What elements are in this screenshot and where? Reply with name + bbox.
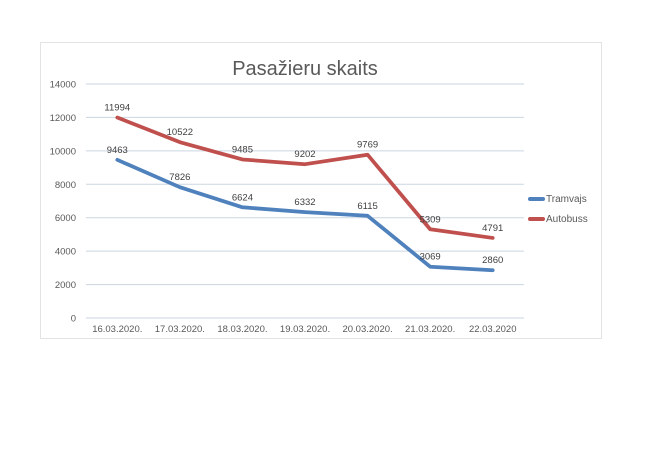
y-axis-tick-label: 8000 [55, 180, 76, 191]
y-axis-tick-label: 0 [71, 314, 76, 325]
data-label: 4791 [482, 223, 503, 234]
data-label: 6332 [294, 197, 315, 208]
x-axis-tick-label: 22.03.2020 [469, 324, 517, 335]
x-axis-tick-label: 20.03.2020. [342, 324, 392, 335]
data-label: 6624 [232, 192, 253, 203]
y-axis-tick-label: 10000 [50, 146, 76, 157]
chart[interactable]: 0 2000 4000 6000 8000 10000 12000 14000 16.03.20… [40, 42, 602, 339]
data-label: 6115 [357, 201, 377, 212]
y-axis-tick-label: 4000 [55, 247, 76, 258]
y-axis-tick-label: 14000 [50, 80, 76, 91]
x-axis-tick-label: 21.03.2020. [405, 324, 455, 335]
data-label: 2860 [482, 255, 503, 266]
chart-title: Pasažieru skaits [232, 58, 378, 80]
legend-item-autobuss: Autobuss [528, 209, 588, 229]
data-label: 10522 [167, 127, 193, 138]
data-label: 9463 [107, 145, 128, 156]
legend: Tramvajs Autobuss [528, 189, 588, 229]
series-line-autobuss [115, 115, 495, 240]
y-axis-tick-label: 2000 [55, 280, 76, 291]
legend-label: Autobuss [546, 213, 588, 225]
data-label: 11994 [104, 103, 130, 114]
x-axis-tick-label: 19.03.2020. [280, 324, 330, 335]
data-label: 9202 [294, 149, 315, 160]
data-label: 7826 [169, 172, 190, 183]
legend-label: Tramvajs [546, 193, 587, 205]
y-axis-tick-label: 6000 [55, 213, 76, 224]
x-axis-tick-label: 17.03.2020. [155, 324, 205, 335]
tramvajs-line-marker-icon [528, 197, 545, 201]
autobuss-line-marker-icon [528, 217, 545, 221]
y-axis-tick-label: 12000 [50, 113, 76, 124]
plot-area: 0 2000 4000 6000 8000 10000 12000 14000 16.03.20… [50, 80, 524, 335]
x-axis-tick-label: 16.03.2020. [92, 324, 142, 335]
series-line-tramvajs [115, 157, 495, 273]
legend-item-tramvajs: Tramvajs [528, 189, 588, 209]
data-label: 9485 [232, 144, 253, 155]
data-label: 9769 [357, 140, 378, 151]
data-label: 5309 [420, 214, 441, 225]
data-label: 3069 [420, 252, 441, 263]
x-axis-tick-label: 18.03.2020. [217, 324, 267, 335]
